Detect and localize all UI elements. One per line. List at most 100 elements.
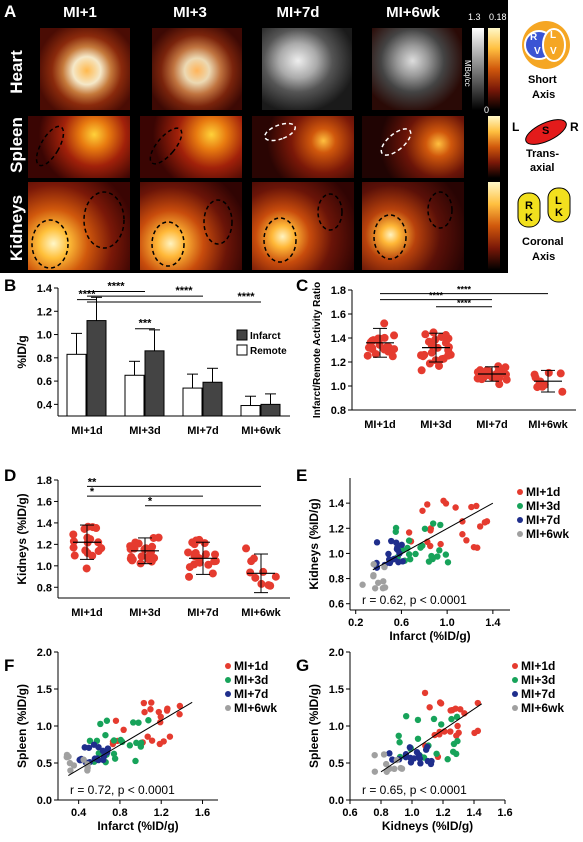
schematic-axial: axial [530, 162, 555, 174]
data-point [190, 540, 199, 549]
data-point-mi-6wk [370, 573, 377, 580]
data-point-mi-3d [425, 558, 433, 565]
sig-label: **** [457, 285, 472, 295]
x-tick-label: 1.0 [439, 617, 454, 629]
data-point-mi-1d [419, 507, 426, 514]
data-point [443, 351, 452, 360]
data-point [435, 361, 444, 370]
data-point-mi-1d [427, 542, 434, 550]
y-tick-label: 1.6 [331, 309, 346, 321]
y-tick-label: 1.4 [329, 498, 345, 510]
data-point-mi-1d [454, 722, 461, 730]
data-point-mi-6wk [359, 581, 366, 588]
data-point [150, 554, 159, 563]
data-point [259, 567, 268, 576]
data-point [441, 331, 450, 340]
data-point-mi-6wk [398, 765, 406, 772]
data-point-mi-7d [81, 744, 88, 751]
legend-dot [225, 677, 231, 683]
sig-label: **** [107, 280, 125, 292]
legend-label: MI+1d [234, 659, 268, 673]
data-point-mi-3d [392, 524, 400, 532]
data-point-mi-1d [436, 731, 443, 738]
data-point-mi-6wk [70, 762, 78, 769]
y-tick-label: 0.5 [329, 758, 344, 770]
data-point-mi-6wk [67, 767, 74, 774]
legend-label: MI+6wk [526, 527, 569, 541]
data-point-mi-3d [414, 716, 422, 724]
data-point [191, 549, 200, 558]
legend-swatch [236, 344, 248, 356]
data-point-mi-1d [447, 707, 454, 714]
legend-label: MI+7d [526, 513, 560, 527]
data-point-mi-1d [120, 726, 127, 734]
category-label: MI+6wk [528, 419, 568, 431]
legend-label: MI+6wk [521, 701, 564, 715]
legend-label: MI+3d [521, 673, 555, 687]
legend-label: Infarct [250, 331, 281, 342]
schematic-letter-l3: L [555, 195, 562, 207]
legend-dot [512, 705, 518, 711]
data-point-mi-6wk [80, 756, 87, 763]
schematic-letter-k2: K [555, 207, 563, 219]
data-point-mi-3d [402, 712, 410, 720]
data-point-mi-3d [428, 552, 435, 560]
schematic-letter-r3: R [525, 200, 533, 212]
schematic-letter-l2: L [512, 120, 520, 134]
schematic-axis-1: Axis [532, 89, 556, 101]
data-point-mi-7d [407, 754, 414, 762]
data-point-mi-7d [386, 750, 393, 757]
data-point-mi-3d [438, 721, 445, 728]
data-point-mi-1d [166, 733, 174, 740]
data-point [154, 533, 163, 542]
data-point-mi-7d [95, 743, 102, 751]
bar-remote [66, 353, 87, 417]
data-point-mi-3d [132, 757, 139, 765]
schematic-axis-2: Axis [532, 251, 556, 263]
kidney-image-2 [140, 182, 242, 270]
data-point-mi-3d [103, 717, 111, 724]
data-point-mi-7d [395, 558, 402, 566]
data-point-mi-1d [157, 713, 164, 720]
data-point [390, 331, 399, 340]
category-label: MI+3d [129, 425, 160, 437]
data-point-mi-3d [444, 559, 452, 566]
y-axis-label: Kidneys (%ID/g) [15, 493, 29, 584]
y-tick-label: 1.6 [37, 496, 52, 508]
data-point [82, 564, 91, 573]
y-tick-label: 0.8 [329, 574, 344, 586]
data-point-mi-7d [385, 550, 392, 558]
schematic-drawings [517, 21, 571, 228]
data-point-mi-1d [481, 519, 489, 526]
x-tick-label: 0.2 [348, 617, 363, 629]
y-tick-label: 1.0 [329, 548, 344, 560]
x-tick-label: 1.2 [154, 807, 169, 819]
colorbar-zero: 0 [484, 105, 490, 115]
data-point-mi-1d [163, 707, 171, 714]
data-point-mi-3d [86, 737, 94, 745]
data-point-mi-6wk [383, 768, 390, 775]
data-point-mi-1d [144, 733, 151, 740]
data-point [137, 552, 146, 561]
data-point-mi-3d [126, 742, 134, 749]
data-point-mi-1d [468, 503, 475, 511]
y-axis-label: Spleen (%ID/g) [15, 684, 29, 768]
data-point [374, 334, 383, 343]
legend-swatch [236, 329, 248, 341]
correlation-annotation: r = 0.72, p < 0.0001 [70, 783, 175, 797]
legend-dot [517, 503, 523, 509]
legend-label: MI+7d [234, 687, 268, 701]
data-point-mi-3d [412, 550, 419, 558]
y-tick-label: 1.0 [37, 561, 52, 573]
schematic-letter-r: R [530, 32, 538, 43]
data-point-mi-7d [416, 755, 424, 762]
data-point-mi-6wk [391, 765, 398, 773]
data-point-mi-6wk [380, 578, 387, 585]
data-point [429, 328, 438, 337]
data-point-mi-3d [421, 525, 429, 532]
data-point-mi-1d [473, 502, 480, 510]
schematic-letter-k1: K [525, 212, 533, 224]
sig-label: **** [429, 291, 444, 301]
panel-label-b: B [4, 276, 17, 295]
panel-label-c: C [296, 276, 309, 295]
